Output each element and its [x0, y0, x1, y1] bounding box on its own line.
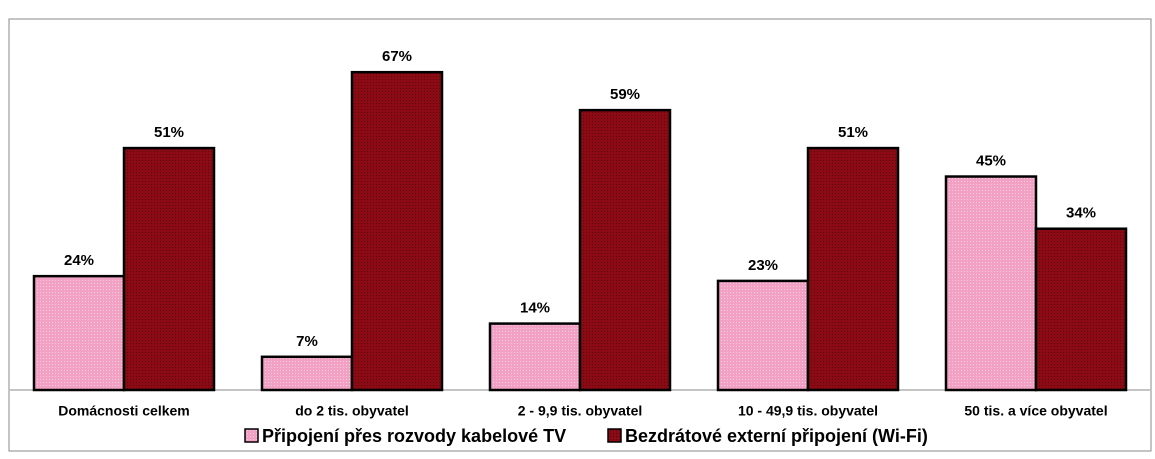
x-tick-label: Domácnosti celkem: [58, 403, 190, 419]
legend-swatch: [244, 428, 259, 443]
x-tick-label: 10 - 49,9 tis. obyvatel: [738, 403, 878, 419]
value-label: 14%: [520, 300, 550, 317]
legend-swatch: [607, 428, 622, 443]
bar: [32, 274, 126, 392]
value-label: 67%: [382, 48, 412, 65]
bar: [944, 175, 1038, 392]
legend-label: Připojení přes rozvody kabelové TV: [262, 426, 566, 446]
x-tick-label: 2 - 9,9 tis. obyvatel: [518, 403, 643, 419]
bar: [716, 279, 810, 392]
value-label: 59%: [610, 86, 640, 103]
bar: [578, 108, 672, 392]
chart-frame: [8, 18, 1152, 452]
bar: [350, 70, 444, 392]
bar: [122, 146, 216, 392]
value-label: 51%: [838, 124, 868, 141]
bar: [488, 322, 582, 392]
bar: [1034, 227, 1128, 392]
x-tick-label: do 2 tis. obyvatel: [295, 403, 409, 419]
value-label: 24%: [64, 252, 94, 269]
value-label: 23%: [748, 257, 778, 274]
value-label: 45%: [976, 153, 1006, 170]
bar: [260, 355, 354, 392]
legend-label: Bezdrátové externí připojení (Wi-Fi): [625, 426, 928, 446]
value-label: 51%: [154, 124, 184, 141]
value-label: 34%: [1066, 205, 1096, 222]
x-tick-label: 50 tis. a více obyvatel: [964, 403, 1107, 419]
value-label: 7%: [296, 333, 318, 350]
bar: [806, 146, 900, 392]
